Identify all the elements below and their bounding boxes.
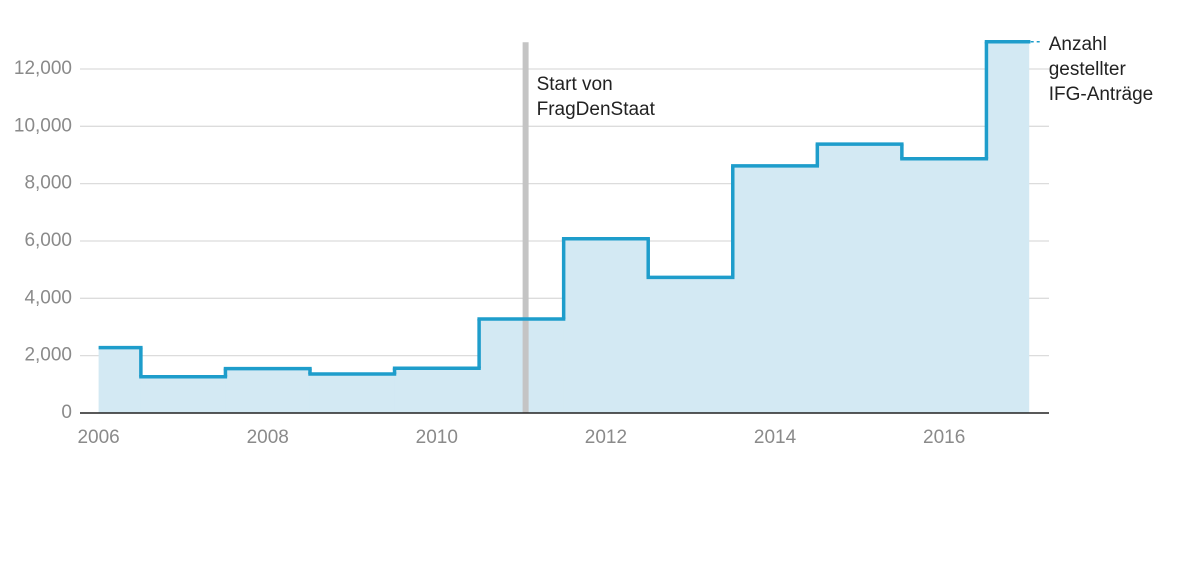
- area-step: [732, 165, 818, 413]
- area-step: [309, 374, 396, 413]
- y-tick-label: 8,000: [24, 173, 72, 194]
- y-tick-label: 0: [61, 402, 72, 423]
- area-step: [817, 144, 903, 413]
- area-step: [98, 347, 142, 413]
- area-step: [479, 318, 565, 413]
- x-tick-label: 2016: [923, 427, 965, 448]
- area-step: [901, 158, 987, 413]
- area-step: [394, 368, 480, 413]
- x-tick-label: 2008: [247, 427, 289, 448]
- series-label: Anzahl gestellter IFG-Anträge: [1048, 33, 1154, 105]
- x-tick-label: 2010: [416, 427, 458, 448]
- y-tick-label: 12,000: [14, 58, 72, 79]
- x-tick-label: 2014: [754, 427, 797, 448]
- area-step: [225, 368, 311, 413]
- area-step: [648, 277, 734, 413]
- x-tick-label: 2012: [585, 427, 627, 448]
- area-step: [563, 238, 649, 413]
- y-tick-label: 4,000: [24, 287, 72, 308]
- annotation-text: Start von FragDenStaat: [536, 74, 655, 121]
- area-step: [986, 41, 1030, 414]
- y-tick-label: 10,000: [14, 115, 72, 136]
- area-step: [140, 376, 226, 413]
- y-tick-label: 2,000: [24, 345, 72, 366]
- y-tick-label: 6,000: [24, 230, 72, 251]
- x-tick-label: 2006: [77, 427, 119, 448]
